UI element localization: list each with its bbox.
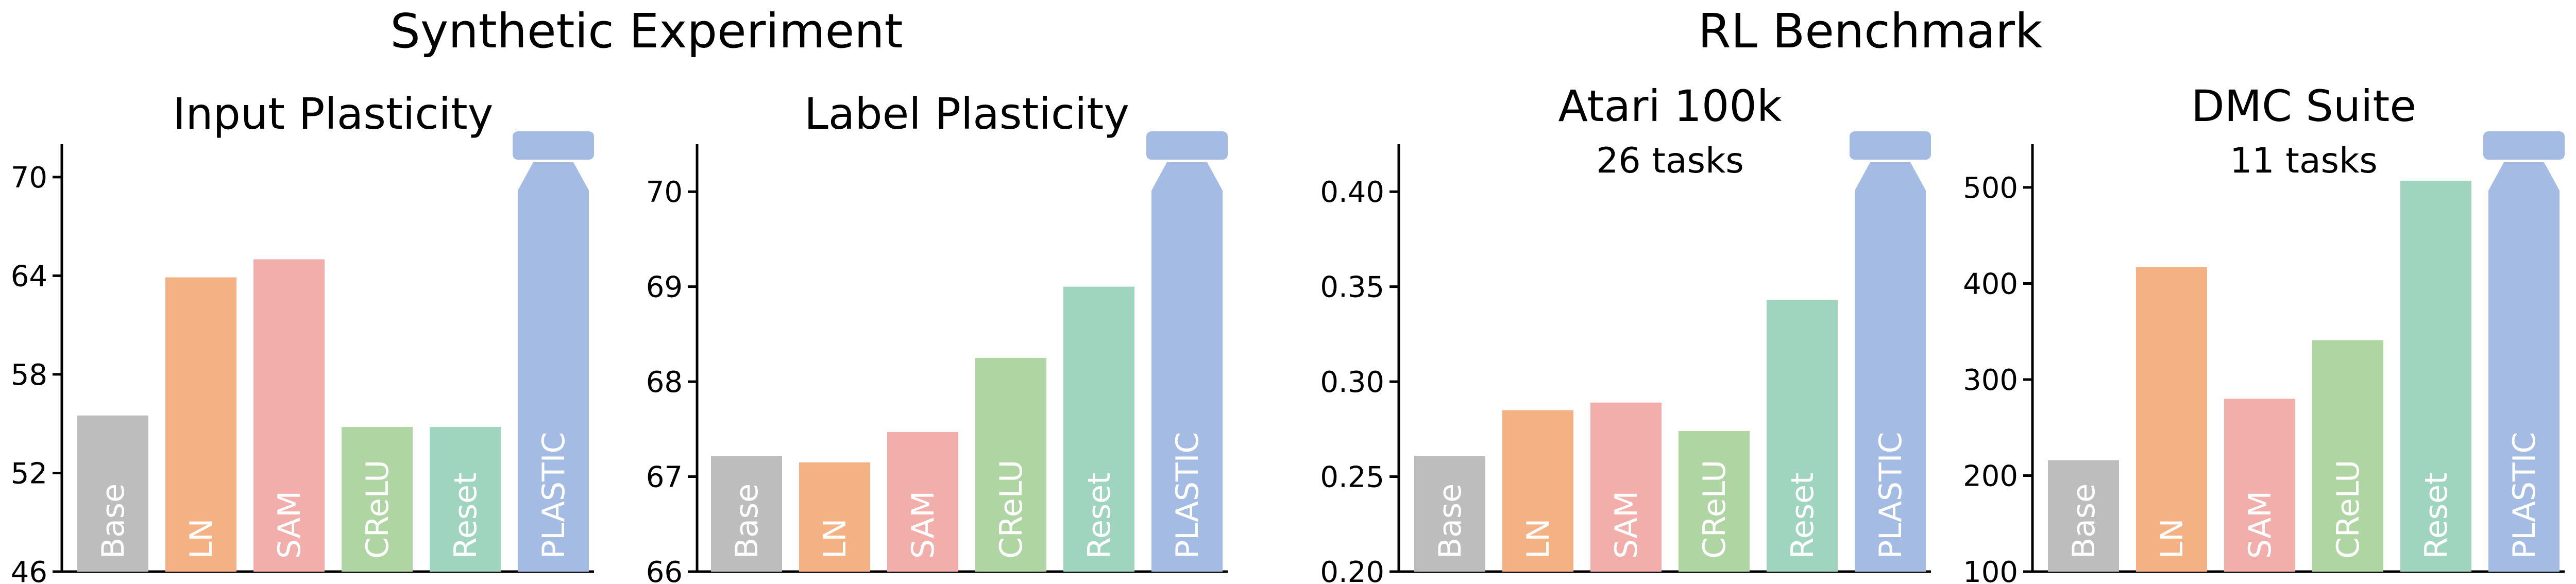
bar-category-label: PLASTIC: [1170, 432, 1206, 559]
bar-reset: [1063, 286, 1134, 572]
bar-category-label: PLASTIC: [1873, 432, 1909, 559]
bar-category-label: PLASTIC: [2506, 432, 2543, 559]
panel-title: Input Plasticity: [173, 89, 494, 139]
chart-panels: Input Plasticity 46 52 58 64 70 Base LN SAM CReLU…: [11, 81, 2565, 584]
bar-category-label: Base: [95, 484, 131, 559]
chart-panel-1: Label Plasticity 66 67 68 69 70 Base LN SAM CReLU…: [646, 89, 1228, 584]
bar-reset: [1767, 300, 1838, 572]
bar-crelu: [2312, 340, 2383, 572]
panel-subtitle: 11 tasks: [2230, 141, 2378, 181]
bar-base: [1414, 455, 1485, 572]
bar-category-label: LN: [2154, 519, 2190, 559]
y-tick-label: 300: [1963, 364, 2018, 397]
chart-panel-2: Atari 100k 26 tasks 0.20 0.25 0.30 0.35 0.40 Ba…: [1320, 81, 1931, 584]
chart-panel-0: Input Plasticity 46 52 58 64 70 Base LN SAM CReLU…: [11, 89, 594, 584]
section-title-synthetic: Synthetic Experiment: [390, 4, 903, 59]
y-tick-label: 100: [1963, 556, 2018, 584]
bar-plastic: [2488, 162, 2560, 572]
bar-plastic: [1855, 162, 1926, 572]
y-tick-label: 0.25: [1320, 461, 1384, 494]
y-tick-label: 0.20: [1320, 556, 1384, 584]
y-tick-label: 0.40: [1320, 176, 1384, 209]
y-tick-label: 200: [1963, 459, 2018, 493]
y-tick-label: 58: [11, 358, 47, 392]
bar-crelu: [975, 358, 1046, 572]
bar-break-cap: [513, 131, 594, 160]
bar-reset: [430, 427, 501, 572]
bar-category-label: Base: [729, 484, 765, 559]
bar-base: [77, 415, 148, 572]
bar-category-label: Reset: [448, 472, 484, 559]
bar-ln: [2136, 267, 2207, 572]
bar-category-label: SAM: [272, 491, 308, 559]
section-title-rl: RL Benchmark: [1698, 4, 2043, 59]
bar-category-label: SAM: [2242, 491, 2278, 559]
bar-ln: [165, 277, 236, 572]
panel-title: Atari 100k: [1558, 81, 1782, 131]
bar-category-label: CReLU: [2330, 460, 2366, 559]
bar-category-label: SAM: [1608, 491, 1645, 559]
y-tick-label: 400: [1963, 267, 2018, 301]
y-tick-label: 0.30: [1320, 366, 1384, 399]
bar-sam: [1590, 402, 1662, 572]
y-tick-label: 67: [646, 461, 683, 494]
y-tick-label: 46: [11, 556, 47, 584]
y-tick-label: 64: [11, 260, 47, 293]
bar-break-cap: [2483, 131, 2565, 160]
bar-category-label: Reset: [2418, 472, 2454, 559]
bar-category-label: CReLU: [1697, 460, 1733, 559]
bar-ln: [799, 462, 870, 572]
bar-reset: [2400, 180, 2471, 572]
bar-category-label: Base: [2066, 484, 2102, 559]
y-tick-label: 52: [11, 457, 47, 490]
y-tick-label: 68: [646, 366, 683, 399]
bar-category-label: LN: [183, 519, 219, 559]
bar-break-cap: [1850, 131, 1931, 160]
bar-ln: [1502, 410, 1573, 572]
y-tick-label: 70: [646, 176, 683, 209]
bar-crelu: [1679, 431, 1750, 572]
bar-category-label: Base: [1432, 484, 1468, 559]
bar-sam: [253, 259, 325, 572]
bar-category-label: LN: [817, 519, 853, 559]
chart-panel-3: DMC Suite 11 tasks 100 200 300 400 500 Base LN SA…: [1963, 81, 2565, 584]
bar-category-label: LN: [1520, 519, 1556, 559]
panel-subtitle: 26 tasks: [1596, 141, 1744, 181]
bar-sam: [887, 432, 958, 572]
bar-base: [711, 455, 782, 572]
y-tick-label: 70: [11, 161, 47, 195]
bar-category-label: CReLU: [993, 460, 1029, 559]
panel-title: DMC Suite: [2191, 81, 2416, 131]
bar-category-label: CReLU: [360, 460, 396, 559]
bar-category-label: PLASTIC: [536, 432, 572, 559]
panel-title: Label Plasticity: [804, 89, 1129, 139]
bar-break-cap: [1146, 131, 1228, 160]
y-tick-label: 500: [1963, 171, 2018, 205]
bar-crelu: [342, 427, 413, 572]
bar-category-label: SAM: [905, 491, 941, 559]
y-tick-label: 0.35: [1320, 271, 1384, 304]
bar-category-label: Reset: [1081, 472, 1117, 559]
bar-plastic: [1151, 162, 1223, 572]
bar-sam: [2224, 399, 2295, 572]
y-tick-label: 66: [646, 556, 683, 584]
bar-base: [2048, 460, 2119, 572]
bar-plastic: [518, 162, 589, 572]
y-tick-label: 69: [646, 271, 683, 304]
bar-category-label: Reset: [1785, 472, 1821, 559]
